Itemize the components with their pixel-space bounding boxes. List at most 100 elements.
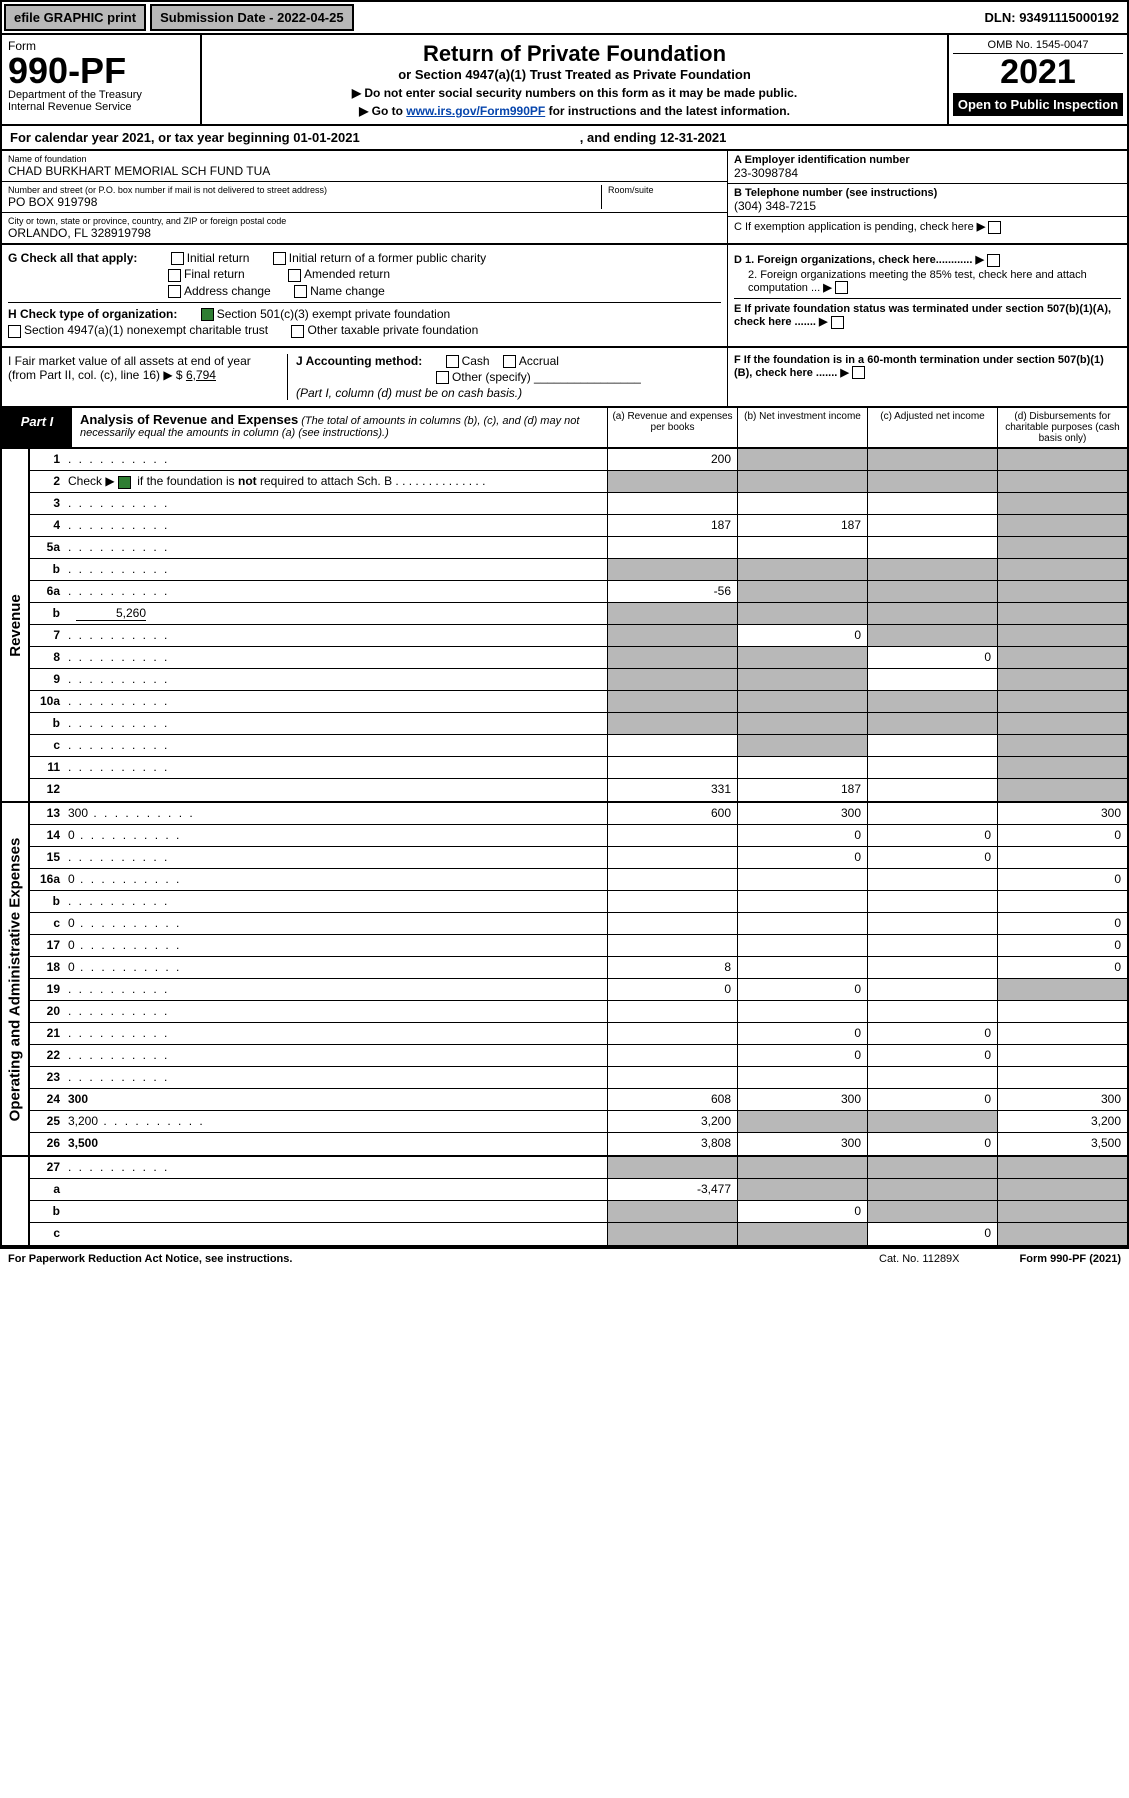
cell-b [737,891,867,912]
row-number: 8 [30,647,64,668]
j-cash-checkbox[interactable] [446,355,459,368]
form-title: Return of Private Foundation [208,41,941,67]
cell-d [997,449,1127,470]
schb-checkbox[interactable] [118,476,131,489]
efile-print-button[interactable]: efile GRAPHIC print [4,4,146,31]
g-opt-addr: Address change [184,284,271,298]
e-label: E If private foundation status was termi… [734,303,1111,328]
cell-d [997,1179,1127,1200]
g-initial-former-checkbox[interactable] [273,252,286,265]
h-501c3-checkbox[interactable] [201,308,214,321]
e-checkbox[interactable] [831,316,844,329]
table-row: 140000 [30,825,1127,847]
top-bar: efile GRAPHIC print Submission Date - 20… [0,0,1129,35]
cell-a [607,625,737,646]
cell-c: 0 [867,647,997,668]
row-number: 27 [30,1157,64,1178]
row-desc [64,1157,607,1178]
h-4947-checkbox[interactable] [8,325,21,338]
row-number: 1 [30,449,64,470]
row-number: 11 [30,757,64,778]
cell-d [997,847,1127,868]
cell-b [737,1157,867,1178]
table-row: 1500 [30,847,1127,869]
cell-a [607,471,737,492]
table-row: 4187187 [30,515,1127,537]
revenue-side-label: Revenue [2,449,30,801]
cell-c [867,757,997,778]
g-amended-checkbox[interactable] [288,269,301,282]
table-row: 11 [30,757,1127,779]
i-value: 6,794 [186,368,216,382]
cell-b [737,537,867,558]
cell-c [867,537,997,558]
table-row: 5a [30,537,1127,559]
g-opt-former: Initial return of a former public charit… [289,251,486,265]
table-row: c00 [30,913,1127,935]
row-number: 10a [30,691,64,712]
pra-notice: For Paperwork Reduction Act Notice, see … [8,1253,292,1265]
cell-b [737,869,867,890]
cell-c [867,779,997,801]
cell-c [867,493,997,514]
d2-checkbox[interactable] [835,281,848,294]
f-checkbox[interactable] [852,366,865,379]
cell-c [867,869,997,890]
row-desc [64,735,607,756]
row-desc [64,581,607,602]
j-label: J Accounting method: [296,354,422,368]
row-desc [64,757,607,778]
irs-link[interactable]: www.irs.gov/Form990PF [406,104,545,118]
g-address-change-checkbox[interactable] [168,285,181,298]
c-label: C If exemption application is pending, c… [734,221,974,233]
g-name-change-checkbox[interactable] [294,285,307,298]
cell-a: 608 [607,1089,737,1110]
row-desc: 0 [64,869,607,890]
cell-b [737,471,867,492]
cell-c [867,1179,997,1200]
cell-d: 3,200 [997,1111,1127,1132]
cell-c [867,803,997,824]
g-opt-amended: Amended return [304,267,390,281]
g-opt-final: Final return [184,267,245,281]
cell-a: -3,477 [607,1179,737,1200]
table-row: b5,260 [30,603,1127,625]
city-value: ORLANDO, FL 328919798 [8,226,721,240]
form-title-block: Return of Private Foundation or Section … [202,35,947,124]
cell-b: 0 [737,847,867,868]
cell-b [737,603,867,624]
c-checkbox[interactable] [988,221,1001,234]
cell-a [607,913,737,934]
h-other-checkbox[interactable] [291,325,304,338]
j-accrual-checkbox[interactable] [503,355,516,368]
row-desc [64,449,607,470]
g-initial-return-checkbox[interactable] [171,252,184,265]
h-block: H Check type of organization: Section 50… [8,302,721,338]
row-number: b [30,713,64,734]
cell-b [737,1111,867,1132]
table-row: 12331187 [30,779,1127,801]
instr-goto-pre: ▶ Go to [359,104,406,118]
row-desc [64,1067,607,1088]
row-number: c [30,913,64,934]
cell-b [737,669,867,690]
table-row: 1900 [30,979,1127,1001]
form-number: 990-PF [8,53,194,89]
row-desc [64,691,607,712]
cell-b [737,559,867,580]
table-row: 1200 [30,449,1127,471]
part1-title: Analysis of Revenue and Expenses [80,412,298,427]
row-number: 7 [30,625,64,646]
cell-c [867,979,997,1000]
table-row: 3 [30,493,1127,515]
row-desc [64,537,607,558]
row-number: 16a [30,869,64,890]
page-footer: For Paperwork Reduction Act Notice, see … [0,1247,1129,1269]
open-to-public: Open to Public Inspection [953,93,1123,116]
d1-checkbox[interactable] [987,254,1000,267]
cell-d: 0 [997,913,1127,934]
cell-a [607,757,737,778]
row-desc [64,979,607,1000]
g-final-return-checkbox[interactable] [168,269,181,282]
j-other-checkbox[interactable] [436,371,449,384]
